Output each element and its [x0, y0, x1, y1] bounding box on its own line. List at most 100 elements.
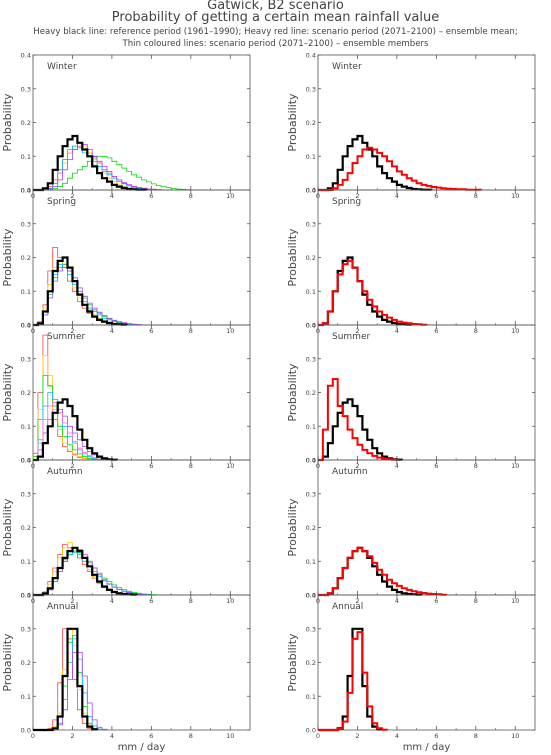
- x-tick-label: 8: [474, 192, 478, 200]
- season-label: Summer: [332, 332, 370, 342]
- y-tick-label: 0.1: [21, 693, 31, 701]
- y-tick-label: 0.0: [306, 187, 316, 195]
- y-axis-title: Probability: [1, 363, 14, 422]
- y-axis-title: Probability: [1, 633, 14, 692]
- x-tick-label: 6: [149, 462, 153, 470]
- reference-series: [33, 627, 99, 732]
- member-series-3: [33, 263, 142, 326]
- x-tick-label: 8: [474, 597, 478, 605]
- reference-series: [318, 398, 403, 462]
- y-tick-label: 0.1: [21, 423, 31, 431]
- y-tick-label: 0.1: [21, 558, 31, 566]
- x-tick-label: 4: [110, 192, 114, 200]
- legend-line-1: Heavy black line: reference period (1961…: [33, 27, 518, 37]
- panel-annual-members: 0.0 0.1 0.2 0.3 0.4 0 2 4 6 8 10 Annual: [21, 592, 251, 740]
- reference-series: [33, 256, 128, 327]
- x-tick-label: 4: [395, 462, 399, 470]
- y-tick-label: 0.3: [21, 220, 31, 228]
- x-tick-label: 2: [355, 597, 359, 605]
- y-tick-label: 0.1: [21, 153, 31, 161]
- x-tick-label: 10: [511, 597, 519, 605]
- y-tick-label: 0.2: [21, 119, 31, 127]
- y-tick-label: 0.0: [306, 727, 316, 735]
- y-tick-label: 0.2: [21, 524, 31, 532]
- panel-frame: [317, 324, 536, 461]
- y-tick-label: 0.4: [21, 322, 31, 330]
- x-tick-label: 6: [149, 732, 153, 740]
- x-axis-title: mm / day: [403, 742, 451, 753]
- y-tick-label: 0.1: [306, 693, 316, 701]
- x-tick-label: 8: [189, 327, 193, 335]
- y-tick-label: 0.3: [306, 490, 316, 498]
- x-tick-label: 4: [110, 327, 114, 335]
- y-axis-title: Probability: [1, 498, 14, 557]
- y-tick-label: 0.0: [306, 592, 316, 600]
- x-tick-label: 4: [395, 327, 399, 335]
- y-tick-label: 0.2: [306, 119, 316, 127]
- y-tick-label: 0.4: [21, 52, 31, 60]
- x-tick-label: 6: [434, 462, 438, 470]
- member-series-5: [33, 267, 142, 326]
- x-tick-label: 8: [474, 327, 478, 335]
- x-tick-label: 6: [149, 597, 153, 605]
- member-series-3: [33, 155, 192, 191]
- chart-title: Gatwick, B2 scenario: [207, 0, 344, 13]
- season-label: Autumn: [47, 467, 83, 477]
- panel-frame: [317, 594, 536, 731]
- x-tick-label: 0: [31, 732, 35, 740]
- x-tick-label: 10: [511, 462, 519, 470]
- y-tick-label: 0.1: [306, 423, 316, 431]
- x-tick-label: 10: [226, 597, 234, 605]
- y-tick-label: 0.0: [21, 592, 31, 600]
- x-tick-label: 10: [511, 192, 519, 200]
- y-tick-label: 0.4: [306, 457, 316, 465]
- y-tick-label: 0.3: [21, 85, 31, 93]
- season-label: Spring: [47, 197, 76, 207]
- x-tick-label: 4: [395, 597, 399, 605]
- y-tick-label: 0.4: [21, 592, 31, 600]
- y-tick-label: 0.4: [306, 592, 316, 600]
- ensemble-mean-series: [318, 546, 448, 596]
- y-tick-label: 0.2: [21, 389, 31, 397]
- y-tick-label: 0.1: [306, 558, 316, 566]
- y-tick-label: 0.4: [306, 322, 316, 330]
- y-tick-label: 0.1: [306, 153, 316, 161]
- member-series-5: [33, 652, 108, 731]
- season-label: Winter: [47, 62, 77, 72]
- y-axis-title: Probability: [286, 93, 299, 152]
- reference-series: [33, 546, 138, 597]
- season-label: Summer: [47, 332, 85, 342]
- member-series-2: [33, 542, 137, 596]
- x-tick-label: 10: [226, 327, 234, 335]
- y-tick-label: 0.2: [306, 524, 316, 532]
- panel-frame: [32, 324, 251, 461]
- y-tick-label: 0.3: [21, 625, 31, 633]
- x-tick-label: 2: [70, 732, 74, 740]
- y-tick-label: 0.0: [21, 727, 31, 735]
- reference-series: [318, 134, 433, 192]
- x-tick-label: 4: [110, 732, 114, 740]
- x-tick-label: 6: [434, 327, 438, 335]
- y-tick-label: 0.4: [306, 187, 316, 195]
- ensemble-mean-series: [318, 378, 398, 461]
- y-tick-label: 0.2: [21, 254, 31, 262]
- x-tick-label: 2: [70, 192, 74, 200]
- member-series-5: [33, 142, 162, 191]
- x-tick-label: 10: [226, 462, 234, 470]
- reference-series: [33, 134, 148, 192]
- season-label: Annual: [332, 602, 363, 612]
- x-tick-label: 2: [70, 597, 74, 605]
- y-tick-label: 0.2: [306, 659, 316, 667]
- season-label: Autumn: [332, 467, 368, 477]
- season-label: Spring: [332, 197, 361, 207]
- x-tick-label: 2: [355, 192, 359, 200]
- panel-frame: [317, 54, 536, 191]
- y-tick-label: 0.4: [21, 187, 31, 195]
